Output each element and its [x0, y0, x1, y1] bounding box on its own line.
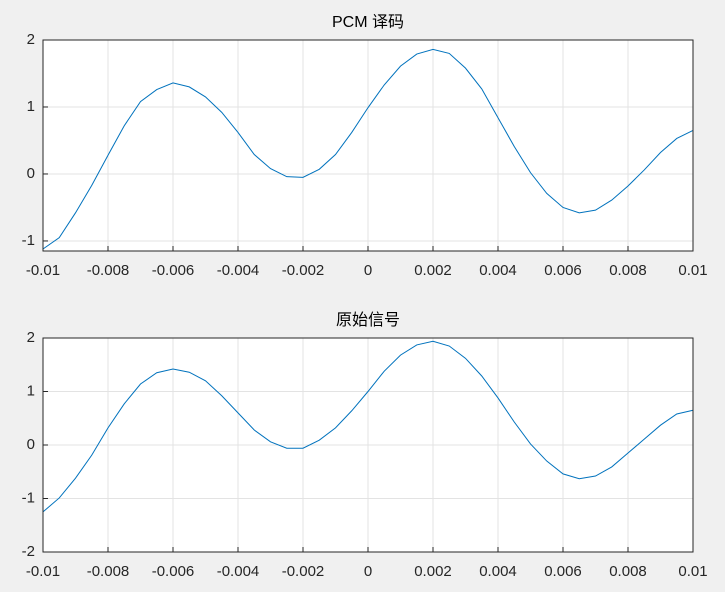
y-tick-label: -2	[22, 543, 35, 560]
x-tick-label: -0.008	[87, 262, 130, 279]
x-tick-label: -0.002	[282, 262, 325, 279]
y-tick-label: 1	[27, 382, 35, 399]
y-tick-label: -1	[22, 232, 35, 249]
x-tick-label: 0	[364, 563, 372, 580]
x-tick-label: 0.01	[678, 262, 707, 279]
x-tick-label: -0.006	[152, 262, 195, 279]
x-tick-label: 0.006	[544, 563, 582, 580]
x-tick-label: 0.01	[678, 563, 707, 580]
y-tick-label: 0	[27, 436, 35, 453]
x-tick-label: 0	[364, 262, 372, 279]
x-tick-label: 0.008	[609, 262, 647, 279]
x-tick-label: 0.002	[414, 262, 452, 279]
axes-box	[42, 337, 694, 553]
y-tick-label: 0	[27, 165, 35, 182]
chart-title: PCM 译码	[332, 13, 404, 31]
y-tick-label: 2	[27, 31, 35, 48]
x-tick-label: 0.004	[479, 262, 517, 279]
y-tick-label: 2	[27, 329, 35, 346]
y-tick-label: 1	[27, 98, 35, 115]
chart-title: 原始信号	[336, 311, 400, 329]
x-tick-label: 0.004	[479, 563, 517, 580]
x-tick-label: 0.006	[544, 262, 582, 279]
x-tick-label: 0.002	[414, 563, 452, 580]
x-tick-label: 0.008	[609, 563, 647, 580]
x-tick-label: -0.006	[152, 563, 195, 580]
signal-line	[42, 48, 694, 250]
y-tick-label: -1	[22, 489, 35, 506]
x-tick-label: -0.008	[87, 563, 130, 580]
x-tick-label: -0.002	[282, 563, 325, 580]
x-tick-label: -0.004	[217, 262, 260, 279]
x-tick-label: -0.01	[26, 262, 60, 279]
x-tick-label: -0.01	[26, 563, 60, 580]
x-tick-label: -0.004	[217, 563, 260, 580]
axes-box	[42, 39, 694, 252]
signal-line	[42, 340, 694, 513]
